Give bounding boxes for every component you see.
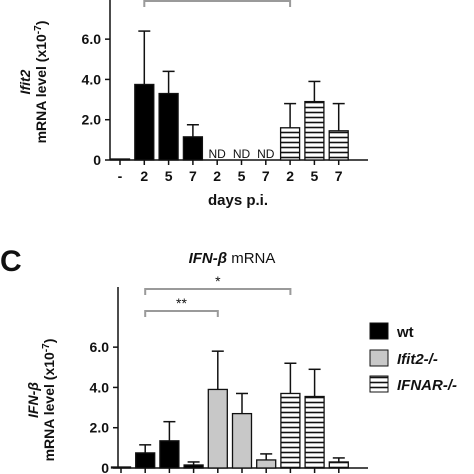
bar — [182, 136, 204, 161]
y-tick-label: 6.0 — [90, 339, 110, 355]
bar — [110, 466, 132, 469]
bar — [183, 464, 204, 469]
panel-c-letter: C — [0, 245, 22, 278]
legend-swatch-ifit2 — [369, 349, 389, 367]
significance-bracket — [144, 310, 219, 317]
bar — [158, 92, 179, 161]
x-tick-label: 2 — [286, 168, 294, 184]
chart-title: IFN-β mRNA — [189, 250, 276, 267]
x-tick-label: 2 — [213, 168, 221, 184]
y-label-unit: mRNA level (x10-7) — [33, 21, 49, 144]
y-axis-label: Ifit2 mRNA level (x10-7) — [17, 21, 49, 144]
bar — [256, 459, 277, 469]
legend: wt Ifit2-/- IFNAR-/- — [369, 322, 457, 394]
chart-title-gene: IFN-β — [189, 250, 227, 267]
bar-label-nd: ND — [257, 147, 275, 161]
x-axis-label: days p.i. — [208, 192, 268, 209]
significance-bracket — [143, 0, 292, 7]
legend-swatch-ifnar — [369, 375, 389, 393]
bar — [304, 100, 325, 161]
y-tick-label: 4.0 — [82, 71, 102, 87]
bar — [134, 83, 155, 161]
x-tick-label: 5 — [238, 168, 246, 184]
bar — [279, 127, 301, 161]
bar — [231, 412, 253, 469]
bar-label-nd: ND — [233, 147, 251, 161]
legend-swatch-wt — [369, 322, 389, 340]
legend-label-ifit2: Ifit2-/- — [397, 351, 438, 368]
x-tick-label: 7 — [335, 168, 343, 184]
y-tick-label: 2.0 — [90, 420, 110, 436]
legend-label-wt: wt — [396, 324, 414, 341]
significance-bracket — [144, 288, 292, 295]
legend-label-ifnar: IFNAR-/- — [397, 377, 457, 394]
y-label-gene: Ifit2 — [17, 69, 33, 94]
y-tick-label: 4.0 — [90, 379, 110, 395]
bar — [280, 392, 301, 469]
y-label-unit: mRNA level (x10-7) — [41, 339, 57, 462]
bar — [328, 130, 349, 161]
x-tick-label: - — [118, 168, 123, 184]
significance-label: ** — [176, 295, 187, 311]
y-tick-label: 0 — [93, 152, 101, 168]
bar — [159, 440, 180, 469]
x-tick-label: 5 — [165, 168, 173, 184]
y-label-gene: IFN-β — [25, 382, 41, 418]
y-axis-label: IFN-β mRNA level (x10-7) — [25, 339, 57, 462]
chart-title-rest: mRNA — [227, 250, 275, 267]
x-tick-label: 5 — [311, 168, 319, 184]
bar — [135, 452, 156, 469]
significance-label: * — [215, 273, 221, 289]
x-tick-label: 2 — [140, 168, 148, 184]
y-tick-label: 6.0 — [82, 31, 102, 47]
y-tick-label: 0 — [101, 460, 109, 474]
x-tick-label: 7 — [262, 168, 270, 184]
bar-label-nd: ND — [209, 147, 227, 161]
bar — [207, 388, 228, 469]
y-tick-label: 2.0 — [82, 112, 102, 128]
bar — [328, 461, 349, 469]
bar — [109, 158, 131, 161]
bar — [304, 395, 325, 469]
x-tick-label: 7 — [189, 168, 197, 184]
